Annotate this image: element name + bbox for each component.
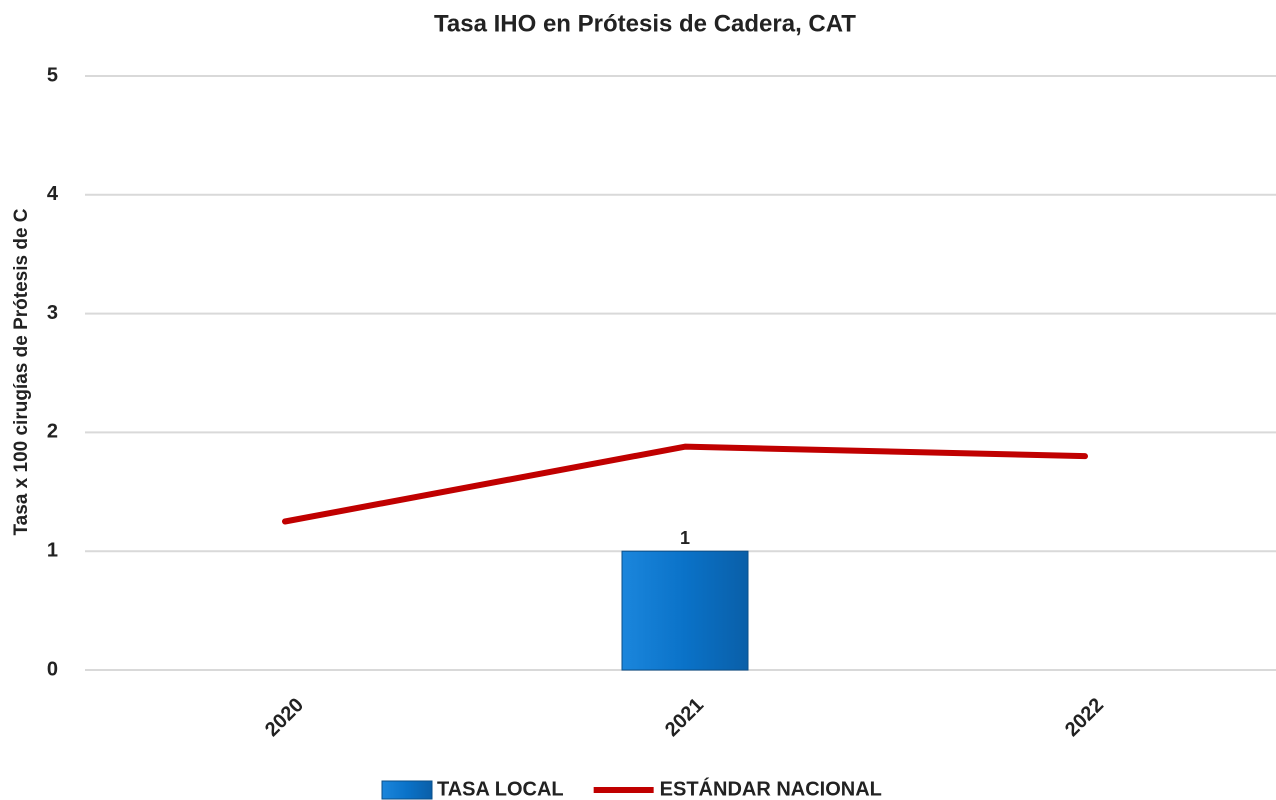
y-tick-label: 1 bbox=[47, 539, 58, 561]
legend-label: ESTÁNDAR NACIONAL bbox=[660, 777, 882, 800]
x-tick-label: 2020 bbox=[261, 694, 308, 741]
y-tick-label: 3 bbox=[47, 302, 58, 324]
chart-title: Tasa IHO en Prótesis de Cadera, CAT bbox=[434, 10, 856, 37]
x-tick-label: 2022 bbox=[1061, 694, 1108, 741]
y-tick-label: 5 bbox=[47, 64, 58, 86]
legend-label: TASA LOCAL bbox=[437, 778, 564, 800]
data-label: 1 bbox=[680, 528, 690, 548]
y-tick-label: 2 bbox=[47, 421, 58, 443]
line bbox=[282, 443, 1088, 525]
bar bbox=[621, 550, 749, 671]
y-axis-label: Tasa x 100 cirugías de Prótesis de C bbox=[11, 208, 32, 535]
y-tick-label: 0 bbox=[47, 658, 58, 680]
x-tick-label: 2021 bbox=[661, 694, 708, 741]
legend-swatch bbox=[381, 780, 433, 800]
y-tick-label: 4 bbox=[47, 183, 59, 205]
